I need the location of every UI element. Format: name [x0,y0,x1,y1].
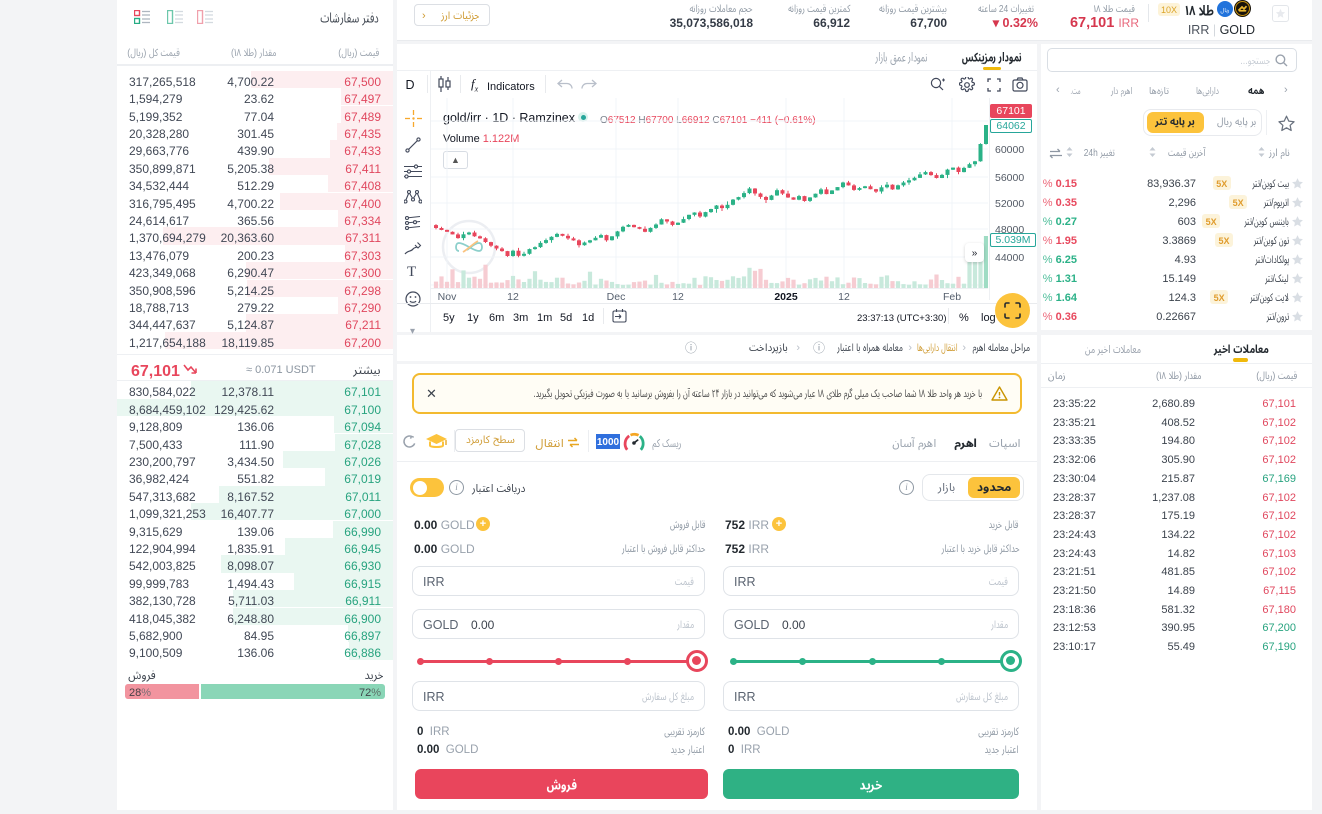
svg-text:ریال: ریال [1221,6,1230,14]
